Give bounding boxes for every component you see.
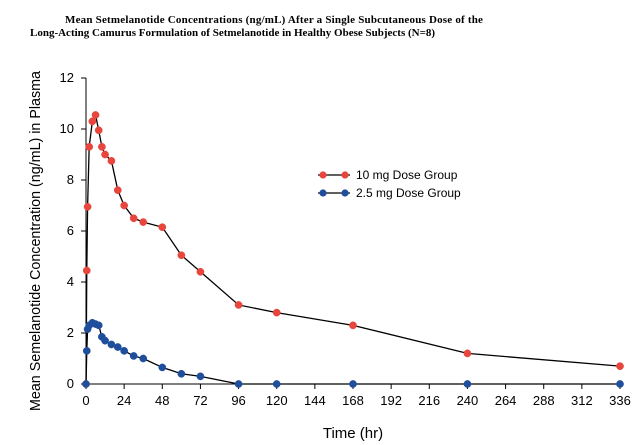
x-tick-label: 72	[193, 393, 207, 408]
x-tick-label: 288	[533, 393, 555, 408]
y-tick-label: 6	[67, 223, 74, 238]
data-point-series-1	[158, 363, 167, 372]
data-point-series-0	[349, 321, 357, 330]
x-tick-label: 96	[231, 393, 245, 408]
x-tick-label: 312	[571, 393, 593, 408]
series-points	[82, 111, 624, 388]
data-point-series-1	[463, 380, 472, 388]
data-point-series-0	[98, 143, 106, 151]
data-point-series-0	[107, 157, 116, 165]
data-point-series-1	[272, 380, 281, 388]
data-point-series-0	[196, 267, 205, 276]
data-point-series-0	[88, 117, 97, 126]
legend-marker-1	[341, 189, 349, 197]
x-tick-label: 240	[457, 393, 479, 408]
series-line-0	[85, 113, 621, 385]
data-point-series-0	[94, 126, 103, 135]
series-lines	[85, 113, 621, 385]
chart-legend: 10 mg Dose Group 2.5 mg Dose Group	[318, 168, 461, 200]
data-point-series-0	[616, 362, 624, 370]
data-point-series-0	[120, 201, 128, 210]
data-point-series-0	[177, 251, 186, 260]
data-point-series-0	[83, 202, 92, 211]
data-point-series-0	[463, 349, 472, 358]
x-tick-label: 48	[155, 393, 169, 408]
y-axis-label: Mean Semelanotide Concentration (ng/mL) …	[27, 70, 44, 411]
series-line-1	[85, 322, 620, 385]
x-axis-label: Time (hr)	[323, 425, 383, 442]
data-point-series-0	[113, 186, 122, 195]
data-point-series-0	[234, 301, 243, 309]
x-tick-label: 216	[418, 393, 440, 408]
data-point-series-1	[349, 380, 357, 388]
data-point-series-1	[113, 343, 122, 351]
x-tick-label: 0	[82, 393, 89, 408]
legend-marker-0	[341, 171, 349, 179]
legend-marker-1	[319, 189, 327, 197]
chart-title-line2: Long-Acting Camurus Formulation of Setme…	[30, 27, 436, 39]
data-point-series-0	[82, 266, 91, 275]
x-tick-label: 336	[609, 393, 631, 408]
data-point-series-1	[82, 380, 90, 388]
data-point-series-1	[129, 352, 138, 360]
x-tick-label: 168	[342, 393, 364, 408]
legend-entry-1: 2.5 mg Dose Group	[356, 186, 461, 200]
data-point-series-1	[196, 372, 205, 381]
data-point-series-0	[158, 223, 167, 232]
data-point-series-0	[272, 308, 281, 317]
y-tick-label: 12	[60, 70, 74, 85]
legend-entry-0: 10 mg Dose Group	[356, 168, 458, 182]
x-tick-label: 264	[495, 393, 517, 408]
data-point-series-1	[177, 369, 186, 378]
data-point-series-1	[101, 336, 109, 345]
data-point-series-0	[139, 218, 148, 226]
data-point-series-1	[234, 380, 243, 388]
data-point-series-0	[129, 214, 138, 223]
data-point-series-0	[91, 111, 100, 119]
y-tick-label: 2	[67, 325, 74, 340]
y-tick-label: 4	[67, 274, 74, 289]
x-tick-label: 120	[266, 393, 288, 408]
chart-title-line1: Mean Setmelanotide Concentrations (ng/mL…	[65, 14, 484, 26]
x-tick-label: 144	[304, 393, 326, 408]
y-tick-label: 10	[60, 121, 74, 136]
x-tick-label: 24	[117, 393, 131, 408]
data-point-series-1	[82, 347, 91, 355]
legend-marker-0	[319, 171, 327, 179]
y-tick-label: 0	[67, 376, 74, 391]
data-point-series-1	[120, 347, 128, 355]
data-point-series-0	[85, 143, 94, 151]
y-tick-label: 8	[67, 172, 74, 187]
x-tick-label: 192	[380, 393, 402, 408]
data-point-series-1	[94, 321, 103, 330]
data-point-series-1	[616, 380, 624, 388]
data-point-series-0	[101, 150, 109, 159]
data-point-series-1	[139, 354, 148, 363]
